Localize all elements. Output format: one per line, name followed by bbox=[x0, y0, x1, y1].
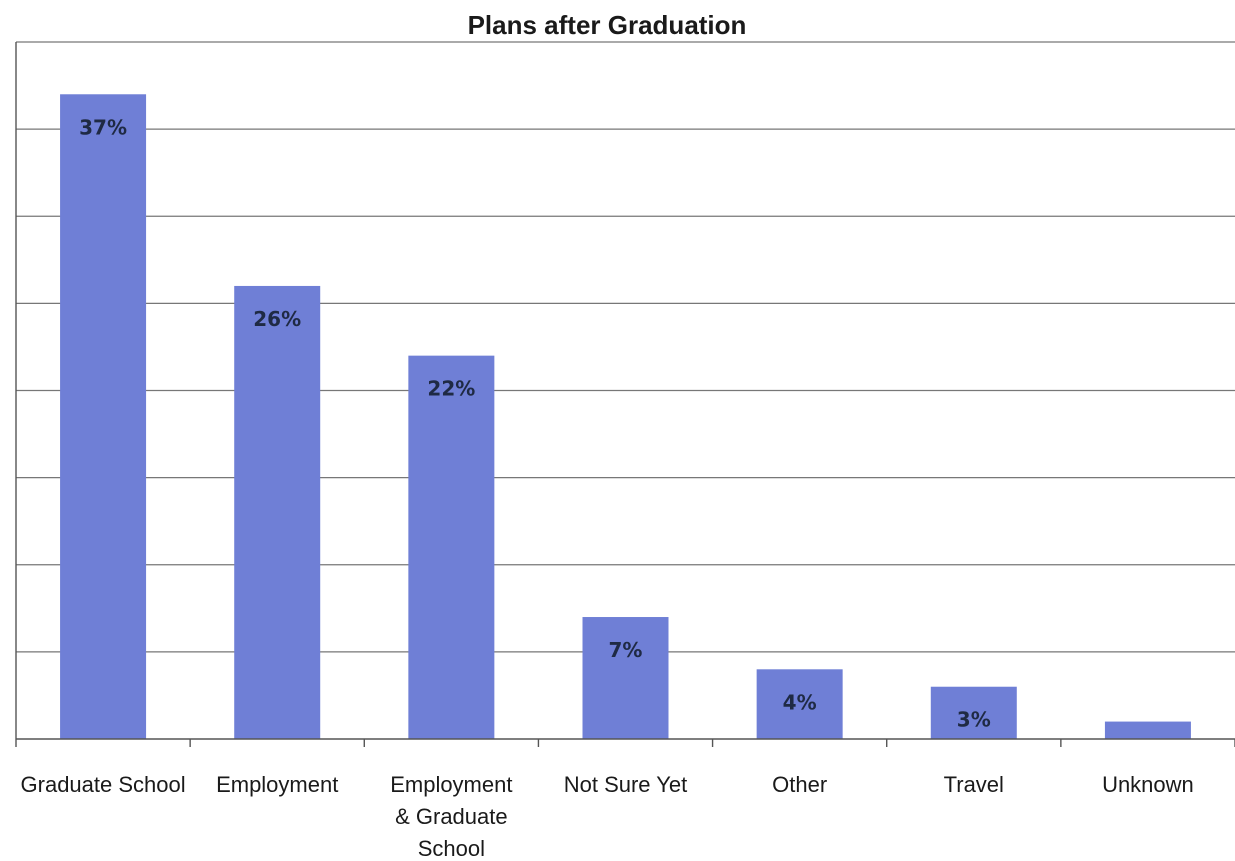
bar bbox=[408, 355, 495, 739]
category-labels: Graduate School Employment Employment & Gra… bbox=[21, 772, 1194, 861]
data-label: 37% bbox=[79, 115, 127, 139]
bar bbox=[582, 617, 669, 739]
chart-title: Plans after Graduation bbox=[468, 10, 747, 40]
bar bbox=[756, 669, 843, 739]
bars bbox=[60, 94, 1191, 739]
data-label: 4% bbox=[783, 690, 817, 714]
category-label: Graduate School bbox=[21, 772, 186, 797]
x-axis bbox=[15, 42, 1235, 747]
bar bbox=[1104, 721, 1191, 739]
bar bbox=[234, 285, 321, 739]
data-label: 26% bbox=[253, 307, 301, 331]
gridlines bbox=[16, 41, 1235, 653]
data-label: 7% bbox=[609, 638, 643, 662]
data-labels: 37% 26% 22% 7% 4% 3% bbox=[79, 115, 991, 731]
data-label: 22% bbox=[427, 377, 475, 401]
category-label: Employment & Graduate School bbox=[390, 772, 512, 861]
category-label: Unknown bbox=[1102, 772, 1194, 797]
bar bbox=[930, 686, 1017, 739]
category-label: Travel bbox=[944, 772, 1004, 797]
category-label: Other bbox=[772, 772, 827, 797]
data-label: 3% bbox=[957, 708, 991, 732]
bar bbox=[60, 94, 147, 739]
category-label: Not Sure Yet bbox=[564, 772, 688, 797]
category-label: Employment bbox=[216, 772, 338, 797]
